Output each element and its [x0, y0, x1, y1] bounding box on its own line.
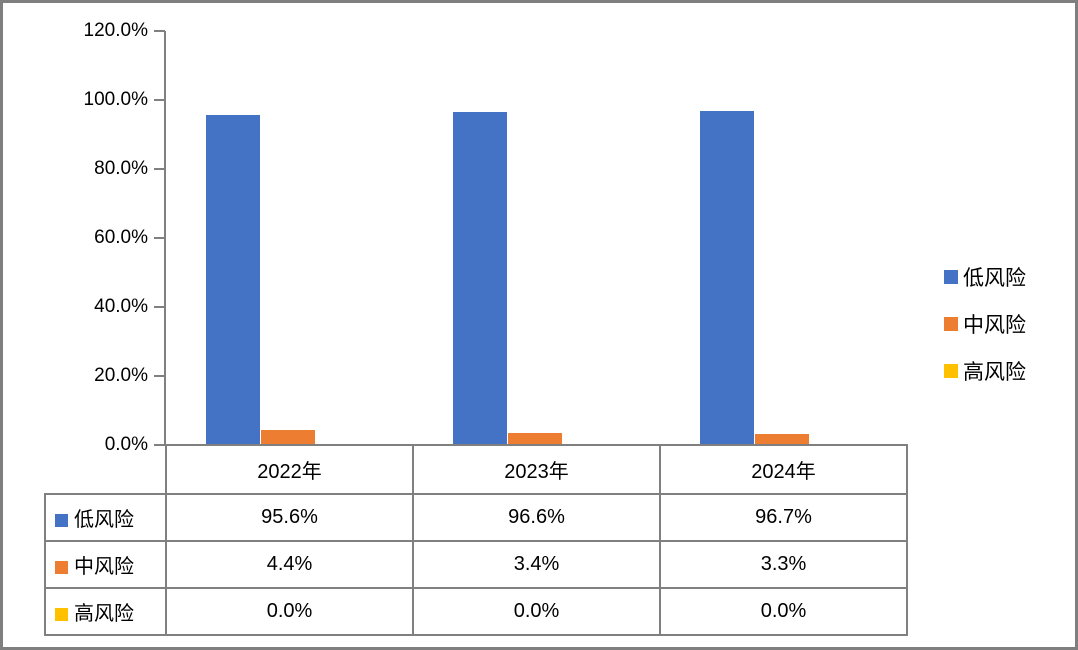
table-row-high-risk: 高风险 0.0% 0.0% 0.0%: [44, 587, 908, 636]
y-tick-label: 0.0%: [104, 434, 148, 455]
table-value-low-risk-2023: 96.6%: [412, 493, 661, 542]
legend-item-high-risk: 高风险: [944, 356, 1026, 385]
table-value-medium-risk-2024: 3.3%: [659, 540, 908, 589]
table-corner-cell: [45, 445, 166, 494]
row-swatch-icon: [55, 514, 68, 527]
y-tick-label: 20.0%: [94, 365, 148, 386]
table-col-header-2023: 2023年: [412, 444, 661, 495]
legend-label: 中风险: [963, 313, 1026, 337]
y-tick-mark: [154, 30, 165, 32]
table-row-low-risk: 低风险 95.6% 96.6% 96.7%: [44, 493, 908, 542]
table-value-medium-risk-2023: 3.4%: [412, 540, 661, 589]
row-swatch-icon: [55, 561, 68, 574]
bar-medium-risk-2024: [755, 434, 809, 445]
y-tick-label: 60.0%: [94, 227, 148, 248]
table-value-high-risk-2024: 0.0%: [659, 587, 908, 636]
legend-item-low-risk: 低风险: [944, 262, 1026, 291]
legend-label: 低风险: [963, 266, 1026, 290]
legend-swatch-icon: [944, 363, 958, 378]
legend-swatch-icon: [944, 269, 958, 284]
y-tick-label: 80.0%: [94, 158, 148, 179]
legend-swatch-icon: [944, 316, 958, 331]
y-tick-label: 120.0%: [83, 20, 148, 41]
y-tick-mark: [154, 237, 165, 239]
table-value-low-risk-2024: 96.7%: [659, 493, 908, 542]
data-table: 2022年 2023年 2024年低风险 95.6% 96.6% 96.7% 中风险 4.4%…: [44, 444, 908, 636]
series-name: 低风险: [74, 509, 134, 531]
bar-low-risk-2023: [453, 112, 507, 445]
y-axis-line: [164, 31, 166, 445]
legend-item-medium-risk: 中风险: [944, 309, 1026, 338]
bar-low-risk-2024: [700, 111, 754, 445]
bar-medium-risk-2022: [261, 430, 315, 445]
legend-label: 高风险: [963, 360, 1026, 384]
table-header-row: 2022年 2023年 2024年: [45, 444, 908, 495]
table-row-label-high-risk: 高风险: [44, 587, 167, 636]
table-row-label-medium-risk: 中风险: [44, 540, 167, 589]
table-value-high-risk-2022: 0.0%: [165, 587, 414, 636]
table-col-header-2022: 2022年: [165, 444, 414, 495]
table-value-high-risk-2023: 0.0%: [412, 587, 661, 636]
series-name: 高风险: [74, 603, 134, 625]
y-tick-mark: [154, 444, 165, 446]
table-row-label-low-risk: 低风险: [44, 493, 167, 542]
bar-medium-risk-2023: [508, 433, 562, 445]
table-col-header-2024: 2024年: [659, 444, 908, 495]
y-tick-mark: [154, 306, 165, 308]
y-tick-label: 100.0%: [83, 89, 148, 110]
table-row-medium-risk: 中风险 4.4% 3.4% 3.3%: [44, 540, 908, 589]
series-name: 中风险: [74, 556, 134, 578]
bar-low-risk-2022: [206, 115, 260, 445]
legend: 低风险 中风险 高风险: [944, 262, 1026, 403]
y-tick-mark: [154, 375, 165, 377]
y-tick-mark: [154, 99, 165, 101]
y-tick-mark: [154, 168, 165, 170]
y-tick-label: 40.0%: [94, 296, 148, 317]
table-value-low-risk-2022: 95.6%: [165, 493, 414, 542]
table-value-medium-risk-2022: 4.4%: [165, 540, 414, 589]
row-swatch-icon: [55, 608, 68, 621]
